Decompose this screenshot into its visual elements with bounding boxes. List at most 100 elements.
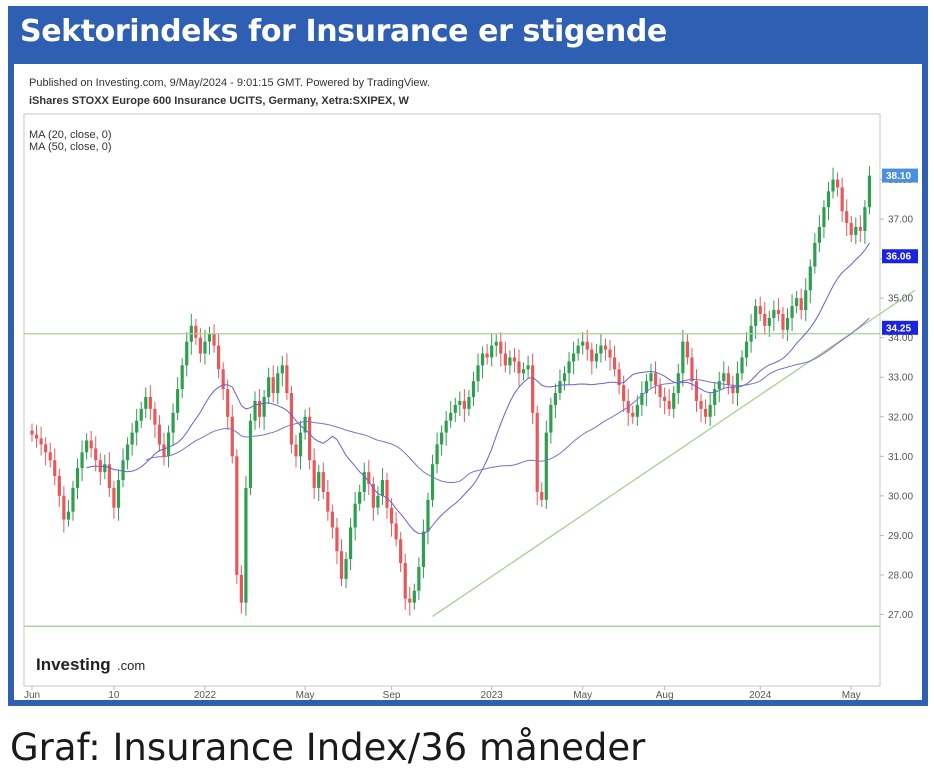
candle-body-14 <box>94 448 98 461</box>
candle-body-113 <box>544 432 548 500</box>
candle-body-118 <box>567 361 571 374</box>
candle-body-80 <box>394 523 398 540</box>
candle-body-10 <box>75 468 80 488</box>
candle-body-3 <box>44 444 48 453</box>
candle-body-36 <box>194 325 198 338</box>
candle-body-84 <box>412 590 416 603</box>
candle-body-138 <box>658 385 662 397</box>
candle-body-86 <box>421 531 426 568</box>
candle-body-53 <box>271 377 275 394</box>
candle-body-60 <box>303 416 307 433</box>
candle-body-7 <box>62 495 66 520</box>
candle-body-29 <box>162 444 166 457</box>
candle-body-99 <box>480 353 485 366</box>
instrument-title: iShares STOXX Europe 600 Insurance UCITS… <box>29 95 409 107</box>
candle-body-92 <box>449 412 453 421</box>
candle-body-181 <box>854 226 858 235</box>
candle-body-38 <box>203 341 207 354</box>
candle-body-160 <box>758 306 762 314</box>
candle-body-21 <box>125 444 130 461</box>
candle-body-74 <box>367 472 371 484</box>
candle-body-148 <box>704 408 708 417</box>
candle-body-109 <box>526 365 530 370</box>
candle-body-104 <box>503 353 507 366</box>
candle-body-26 <box>148 397 152 409</box>
candle-body-69 <box>344 559 348 579</box>
candle-body-89 <box>435 444 439 465</box>
candle-body-18 <box>112 487 116 508</box>
candle-body-117 <box>562 373 567 382</box>
candle-body-79 <box>389 507 394 524</box>
candle-body-107 <box>517 361 521 374</box>
candle-body-55 <box>280 365 284 374</box>
candles <box>30 166 872 616</box>
x-tick-label-3: May <box>296 690 315 700</box>
candle-body-34 <box>185 341 189 366</box>
candle-body-94 <box>458 400 462 405</box>
candle-body-102 <box>494 341 498 346</box>
candle-body-66 <box>330 511 334 528</box>
y-tick-label-1: 37.00 <box>888 215 913 226</box>
x-tick-label-0: Jun <box>24 690 40 700</box>
candle-body-162 <box>767 317 771 326</box>
candle-body-19 <box>116 480 121 508</box>
candle-body-119 <box>572 353 576 362</box>
candle-body-122 <box>585 341 589 350</box>
candle-body-176 <box>831 179 835 192</box>
candle-body-144 <box>685 341 689 358</box>
candle-body-115 <box>553 393 558 405</box>
candle-body-111 <box>535 412 539 492</box>
candle-body-63 <box>317 472 321 488</box>
candle-body-71 <box>353 503 357 528</box>
candle-body-78 <box>385 480 389 508</box>
y-tick-label-7: 31.00 <box>888 452 913 463</box>
candle-body-175 <box>826 191 831 208</box>
candle-body-124 <box>594 353 598 362</box>
y-tick-label-5: 33.00 <box>888 373 913 384</box>
candle-body-135 <box>644 381 649 394</box>
candle-body-8 <box>66 511 71 520</box>
candle-body-45 <box>235 456 239 575</box>
candle-body-32 <box>176 389 180 413</box>
candle-body-40 <box>212 333 216 346</box>
candle-body-178 <box>840 187 844 212</box>
candle-body-24 <box>139 408 143 421</box>
candle-body-59 <box>298 432 303 457</box>
x-tick-label-9: May <box>842 690 861 700</box>
candle-body-180 <box>849 223 853 235</box>
candle-body-147 <box>699 400 703 409</box>
candle-body-31 <box>171 412 175 433</box>
x-tick-label-7: Aug <box>656 690 674 700</box>
candle-body-44 <box>230 416 234 457</box>
candle-body-22 <box>130 432 134 445</box>
candle-body-101 <box>490 345 494 358</box>
plot-border <box>23 113 881 687</box>
candle-body-67 <box>335 527 339 552</box>
candle-body-103 <box>499 341 503 354</box>
y-tick-label-6: 32.00 <box>888 412 913 423</box>
candle-body-49 <box>253 400 257 421</box>
candle-body-73 <box>362 472 366 492</box>
candle-body-169 <box>799 298 803 311</box>
candle-body-146 <box>694 381 699 401</box>
candle-body-143 <box>681 341 685 374</box>
candle-body-20 <box>121 460 125 481</box>
candle-body-17 <box>107 464 111 488</box>
y-tick-label-3: 35.00 <box>888 294 913 305</box>
candle-body-37 <box>198 337 202 354</box>
candle-body-133 <box>635 404 639 417</box>
candle-body-161 <box>763 313 767 326</box>
candle-body-134 <box>640 393 644 405</box>
candle-body-174 <box>822 207 826 227</box>
candle-body-116 <box>558 381 562 394</box>
candle-body-4 <box>48 452 52 461</box>
candle-body-171 <box>808 266 812 291</box>
candle-body-179 <box>845 211 849 224</box>
candle-body-157 <box>744 341 749 358</box>
candle-body-90 <box>440 432 444 445</box>
figure-caption: Graf: Insurance Index/36 måneder <box>10 726 646 769</box>
candle-body-154 <box>731 385 735 394</box>
candle-body-127 <box>608 349 612 358</box>
x-tick-label-1: 10 <box>108 690 120 700</box>
candle-body-82 <box>403 563 407 599</box>
